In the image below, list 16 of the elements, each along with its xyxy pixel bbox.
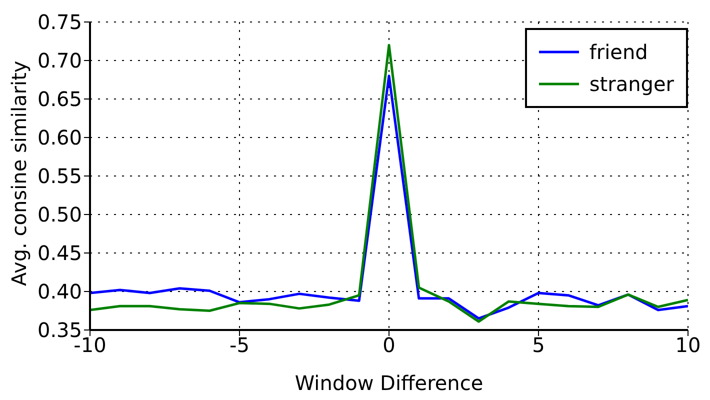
y-axis-title: Avg. consine similarity (7, 60, 32, 286)
y-tick-label: 0.70 (37, 48, 82, 73)
y-tick-label: 0.40 (37, 280, 82, 304)
x-axis-title: Window Difference (294, 371, 484, 395)
x-tick-label: 0 (382, 333, 396, 358)
x-tick-label: -5 (230, 333, 250, 358)
legend-label: friend (589, 39, 648, 66)
y-tick-label: 0.60 (37, 126, 82, 150)
y-tick-label: 0.50 (37, 202, 82, 227)
y-tick-label: 0.65 (37, 87, 82, 112)
legend-label: stranger (589, 71, 674, 98)
y-tick-label: 0.45 (37, 241, 82, 266)
x-tick-label: 10 (675, 333, 701, 358)
y-tick-label: 0.55 (37, 164, 82, 188)
x-tick-label: 5 (532, 333, 545, 358)
y-tick-label: 0.75 (37, 10, 82, 34)
